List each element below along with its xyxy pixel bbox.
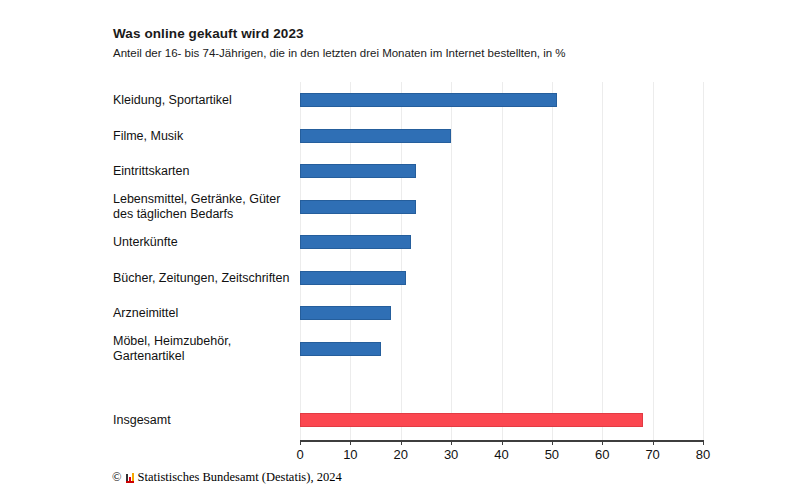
axis-tick (653, 440, 654, 445)
bar-label: Kleidung, Sportartikel (113, 93, 303, 108)
gridline (552, 82, 553, 440)
axis-tick-label: 50 (545, 447, 559, 462)
axis-tick (451, 440, 452, 445)
axis-tick (552, 440, 553, 445)
bar-label: Lebensmittel, Getränke, Güter des täglic… (113, 192, 303, 222)
bar-label: Arzneimittel (113, 306, 303, 321)
copyright-symbol: © (112, 470, 122, 485)
bar-label: Bücher, Zeitungen, Zeitschriften (113, 270, 303, 285)
bar (300, 93, 557, 107)
axis-tick-label: 40 (494, 447, 508, 462)
axis-tick-label: 0 (296, 447, 303, 462)
plot-area: Kleidung, Sportartikel Filme, Musik Eintri… (0, 0, 800, 500)
bar-label: Unterkünfte (113, 235, 303, 250)
axis-tick (350, 440, 351, 445)
chart-page: Was online gekauft wird 2023 Anteil der … (0, 0, 800, 500)
gridline (602, 82, 603, 440)
gridline (653, 82, 654, 440)
source-text: Statistisches Bundesamt (Destatis), 2024 (138, 470, 342, 485)
gridline (451, 82, 452, 440)
gridline (703, 82, 704, 440)
axis-tick (602, 440, 603, 445)
bar (300, 306, 391, 320)
axis-tick-label: 60 (595, 447, 609, 462)
bar-label: Möbel, Heimzubehör, Gartenartikel (113, 334, 303, 364)
bar (300, 342, 381, 356)
bar (300, 200, 416, 214)
axis-tick-label: 80 (696, 447, 710, 462)
destatis-logo-icon (126, 472, 134, 483)
axis-tick (300, 440, 301, 445)
axis-tick (502, 440, 503, 445)
bar (300, 271, 406, 285)
bar (300, 413, 643, 427)
axis-tick-label: 20 (394, 447, 408, 462)
gridline (502, 82, 503, 440)
bar-label: Insgesamt (113, 412, 303, 427)
source-line: © Statistisches Bundesamt (Destatis), 20… (112, 470, 342, 485)
bar (300, 164, 416, 178)
axis-tick-label: 30 (444, 447, 458, 462)
axis-tick (401, 440, 402, 445)
bar-label: Eintrittskarten (113, 164, 303, 179)
bar-label: Filme, Musik (113, 128, 303, 143)
bar (300, 235, 411, 249)
axis-tick (703, 440, 704, 445)
axis-tick-label: 10 (343, 447, 357, 462)
axis-tick-label: 70 (645, 447, 659, 462)
bar (300, 129, 451, 143)
